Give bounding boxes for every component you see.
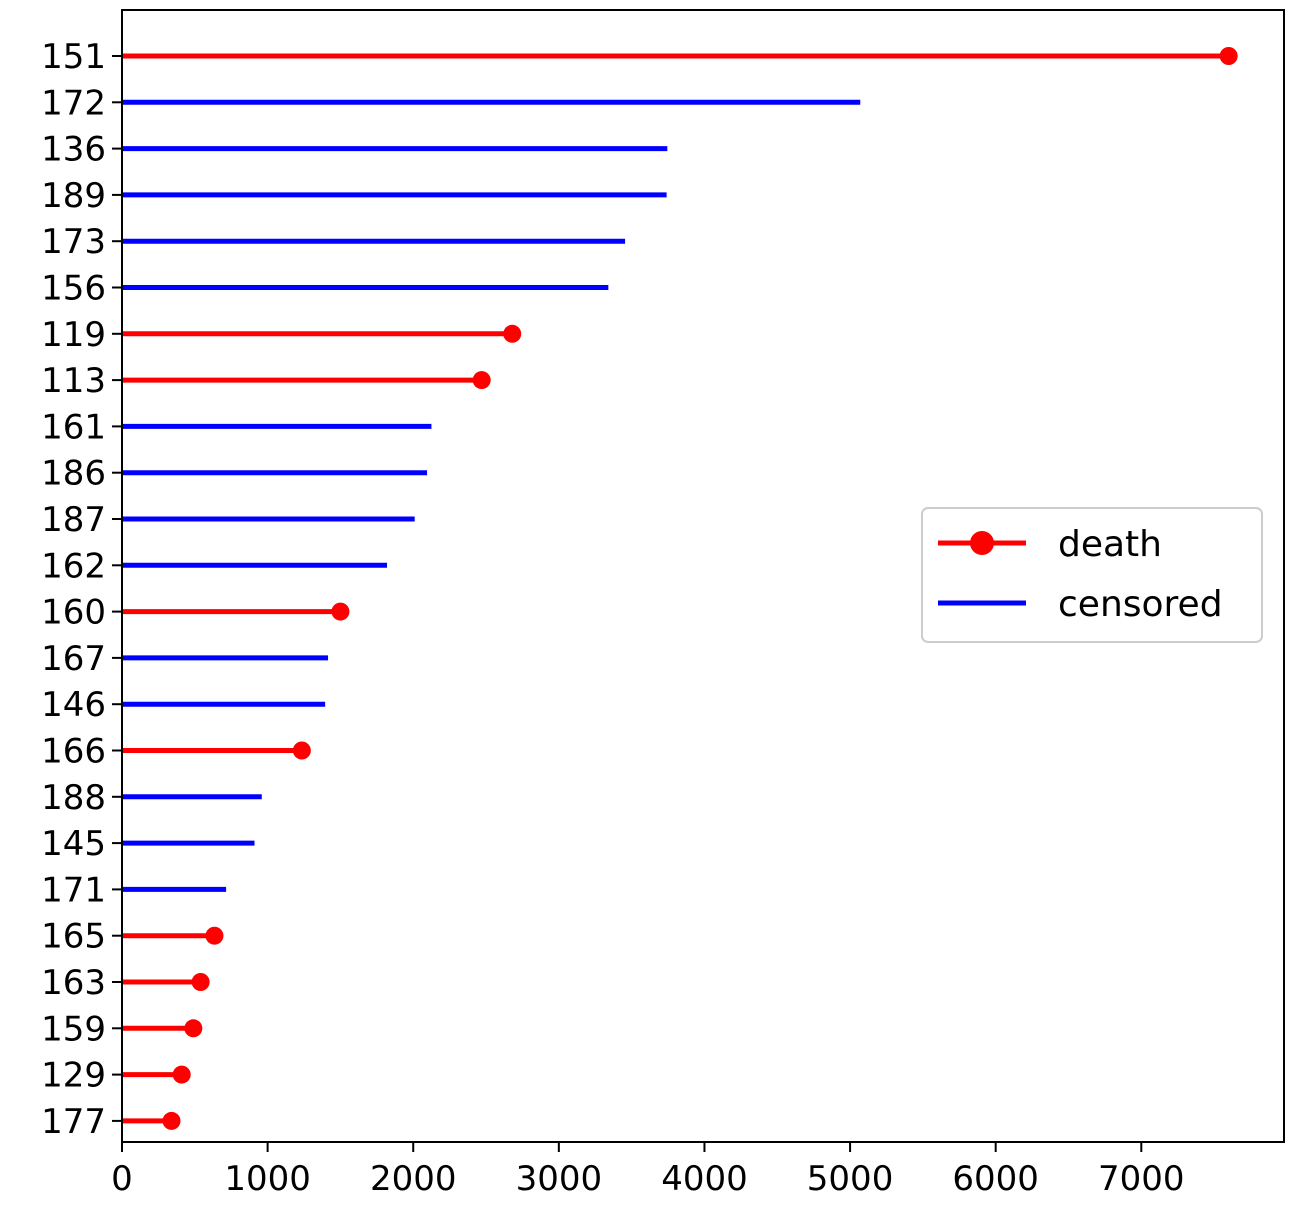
y-tick-label-146: 146 <box>41 685 106 725</box>
plot-frame <box>121 9 1285 1143</box>
legend: death censored <box>921 507 1263 643</box>
y-tick-label-119: 119 <box>41 315 106 355</box>
x-tick-label-1000: 1000 <box>224 1159 311 1199</box>
x-axis: 0 1000 2000 3000 4000 5000 6000 7000 <box>111 1142 1185 1199</box>
death-marker-129 <box>172 1065 191 1084</box>
death-marker-163 <box>191 973 210 991</box>
y-tick-label-156: 156 <box>41 269 106 309</box>
y-tick-label-187: 187 <box>41 500 106 540</box>
y-tick-label-113: 113 <box>41 361 106 401</box>
y-tick-label-188: 188 <box>41 778 106 818</box>
death-marker-166 <box>292 741 311 760</box>
legend-death-marker <box>970 531 994 555</box>
death-marker-160 <box>331 602 350 621</box>
x-tick-label-4000: 4000 <box>661 1159 748 1199</box>
y-tick-label-177: 177 <box>41 1102 106 1142</box>
death-marker-113 <box>472 371 491 390</box>
y-axis: 151 172 136 189 173 156 119 113 161 186 187 162 160 1… <box>41 37 122 1142</box>
legend-death-label: death <box>1058 524 1162 565</box>
death-marker-165 <box>205 926 224 945</box>
death-marker-177 <box>162 1111 181 1130</box>
x-tick-label-2000: 2000 <box>370 1159 457 1199</box>
y-tick-label-173: 173 <box>41 222 106 262</box>
y-tick-label-151: 151 <box>41 37 106 77</box>
y-tick-label-171: 171 <box>41 870 106 910</box>
x-tick-label-5000: 5000 <box>807 1159 894 1199</box>
y-tick-label-167: 167 <box>41 639 106 679</box>
y-tick-label-186: 186 <box>41 454 106 494</box>
y-tick-label-163: 163 <box>41 963 106 1003</box>
x-tick-label-7000: 7000 <box>1098 1159 1185 1199</box>
y-tick-label-160: 160 <box>41 593 106 633</box>
y-tick-label-166: 166 <box>41 732 106 772</box>
chart-marks <box>122 47 1238 1130</box>
y-tick-label-162: 162 <box>41 546 106 586</box>
y-tick-label-165: 165 <box>41 917 106 957</box>
y-tick-label-145: 145 <box>41 824 106 864</box>
y-tick-label-136: 136 <box>41 130 106 170</box>
x-tick-label-0: 0 <box>111 1159 133 1199</box>
x-tick-label-6000: 6000 <box>952 1159 1039 1199</box>
death-marker-151 <box>1219 47 1238 65</box>
y-tick-label-189: 189 <box>41 176 106 216</box>
y-tick-label-172: 172 <box>41 83 106 123</box>
legend-censored-label: censored <box>1058 584 1223 625</box>
x-tick-label-3000: 3000 <box>516 1159 603 1199</box>
death-marker-159 <box>184 1019 203 1038</box>
death-marker-119 <box>503 324 522 343</box>
y-tick-label-129: 129 <box>41 1056 106 1096</box>
y-tick-label-161: 161 <box>41 407 106 447</box>
y-tick-label-159: 159 <box>41 1009 106 1049</box>
